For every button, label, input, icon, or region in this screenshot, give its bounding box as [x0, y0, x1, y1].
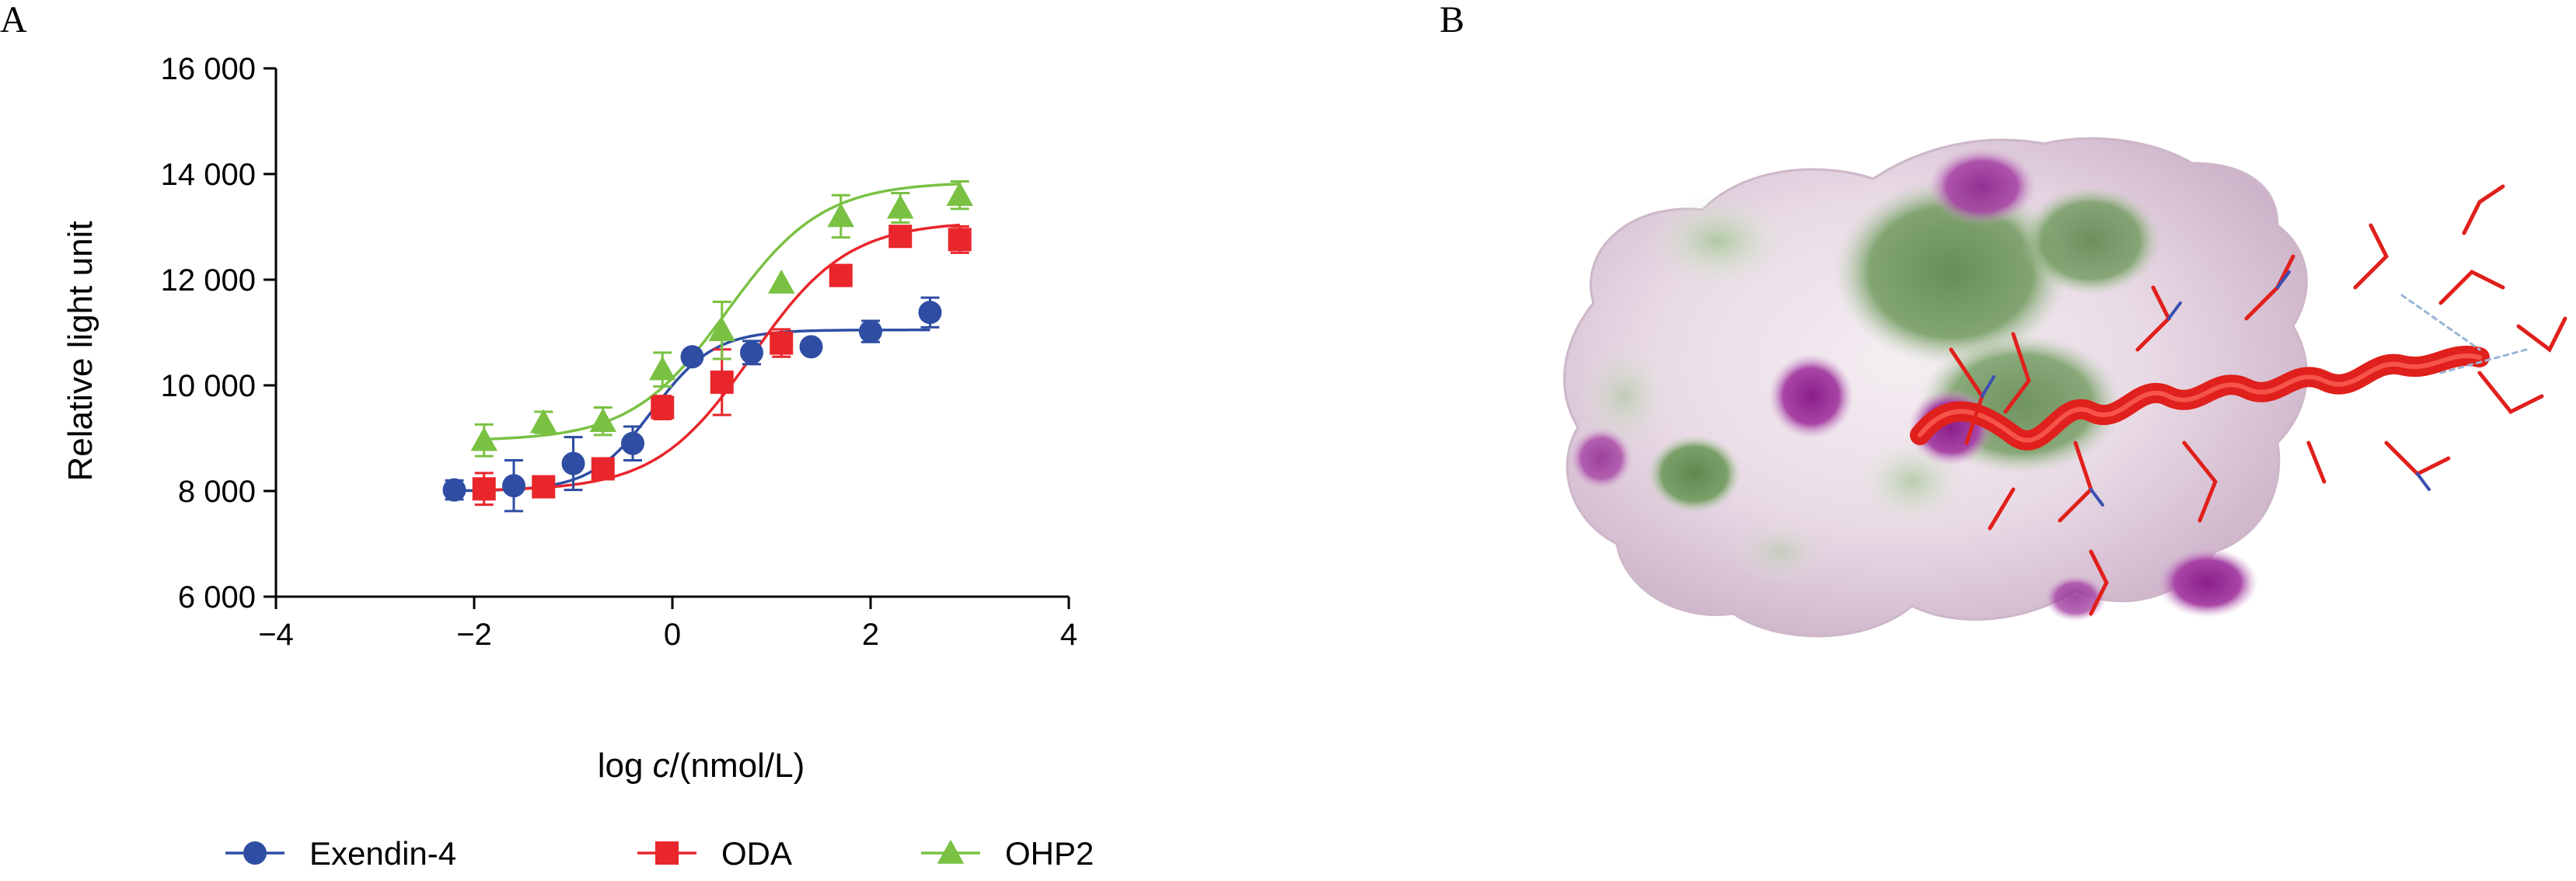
- y-tick-label: 14 000: [161, 158, 256, 192]
- x-tick-label: −2: [456, 618, 492, 652]
- legend-marker-oda: [655, 841, 679, 865]
- chart-axes: [264, 67, 1070, 609]
- oda-point: [829, 263, 853, 287]
- oda-point: [472, 477, 496, 501]
- protein-surface: [1563, 137, 2308, 638]
- x-axis-label: log c/(nmol/L): [598, 747, 805, 785]
- tick-labels: 6 000 8 000 10 000 12 000 14 000 16 000 −4 −2 0 2…: [161, 52, 1077, 652]
- ohp2-point: [827, 203, 854, 228]
- panel-label-a: A: [0, 0, 27, 40]
- dose-response-chart: 6 000 8 000 10 000 12 000 14 000 16 000 −4 −2 0 2…: [61, 52, 1094, 872]
- legend: Exendin-4 ODA OHP2: [225, 835, 1094, 872]
- legend-label-ohp2: OHP2: [1005, 835, 1094, 872]
- exendin-4-point: [442, 478, 466, 502]
- y-axis-label: Relative light unit: [61, 221, 99, 481]
- ohp2-point: [946, 181, 973, 206]
- legend-marker-ohp2: [937, 839, 965, 864]
- legend-label-exendin-4: Exendin-4: [309, 835, 456, 872]
- exendin-4-point: [859, 319, 882, 343]
- y-tick-label: 12 000: [161, 263, 256, 298]
- y-tick-label: 10 000: [161, 369, 256, 403]
- x-tick-label: −4: [258, 618, 294, 652]
- x-tick-label: 4: [1060, 618, 1077, 652]
- data-points: [442, 180, 973, 513]
- peptide-helix: [1910, 184, 2567, 616]
- ohp2-point: [589, 407, 616, 433]
- exendin-4-point: [621, 431, 644, 455]
- oda-point: [710, 370, 734, 394]
- legend-marker-exendin-4: [243, 841, 267, 865]
- exendin-4-point: [680, 345, 704, 369]
- x-axis-label-prefix: log: [598, 747, 653, 785]
- exendin-4-point: [740, 340, 763, 364]
- legend-label-oda: ODA: [721, 835, 792, 872]
- oda-point: [591, 457, 615, 481]
- oda-point: [948, 228, 972, 252]
- exendin-4-point: [799, 335, 823, 359]
- x-axis-label-unit: /(nmol/L): [670, 747, 805, 785]
- molecular-structure-image: [1563, 137, 2567, 638]
- exendin-4-point: [918, 301, 942, 325]
- y-tick-label: 16 000: [161, 52, 256, 86]
- oda-point: [888, 225, 913, 249]
- y-tick-label: 6 000: [178, 580, 256, 615]
- x-tick-label: 0: [664, 618, 681, 652]
- oda-point: [651, 395, 675, 420]
- oda-point: [532, 475, 556, 499]
- ohp2-point: [530, 409, 557, 434]
- exendin-4-point: [502, 474, 525, 498]
- ohp2-point: [768, 269, 795, 294]
- exendin-4-point: [561, 451, 585, 475]
- ohp2-point: [887, 194, 914, 219]
- ohp2-point: [470, 427, 497, 451]
- fit-curves: [454, 182, 960, 493]
- oda-point: [770, 331, 794, 355]
- y-tick-label: 8 000: [178, 475, 256, 509]
- x-tick-label: 2: [862, 618, 879, 652]
- ohp2-point: [708, 317, 735, 342]
- ohp2-point: [649, 356, 676, 381]
- panel-label-b: B: [1440, 0, 1465, 40]
- x-axis-label-variable: c: [653, 747, 670, 785]
